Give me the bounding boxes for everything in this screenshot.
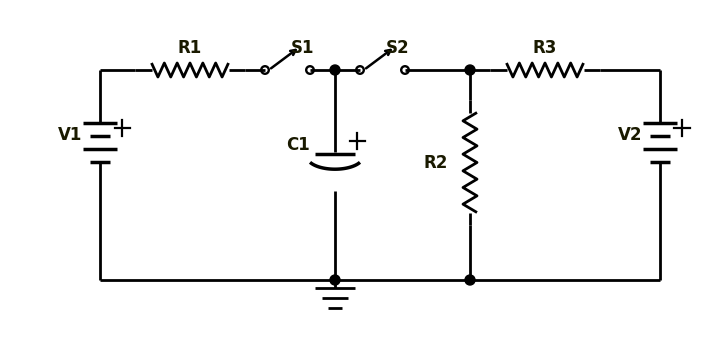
Text: S1: S1	[291, 39, 314, 57]
Text: R1: R1	[178, 39, 202, 57]
Text: V2: V2	[618, 126, 642, 144]
Text: V1: V1	[57, 126, 82, 144]
Text: C1: C1	[286, 136, 310, 154]
Circle shape	[330, 65, 340, 75]
Text: R3: R3	[533, 39, 558, 57]
Text: S2: S2	[386, 39, 410, 57]
Circle shape	[465, 65, 475, 75]
Text: R2: R2	[423, 153, 448, 171]
Circle shape	[465, 275, 475, 285]
Circle shape	[330, 275, 340, 285]
